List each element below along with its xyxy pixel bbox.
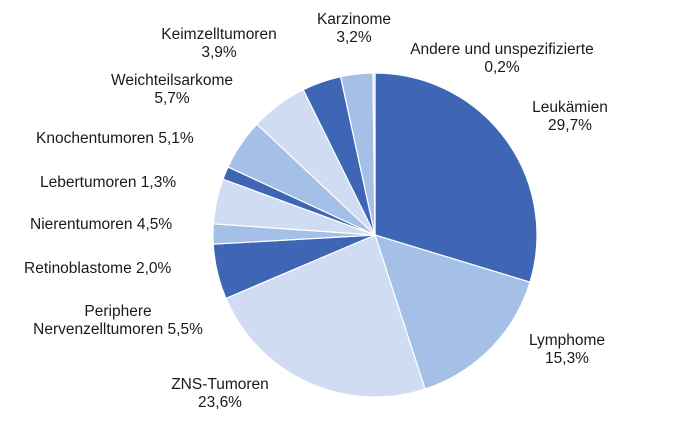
pie-labels: Leukämien 29,7% Lymphome 15,3% ZNS-Tumoren 23… [24,11,608,411]
pie-label: Lymphome 15,3% [529,332,605,367]
pie-label: Keimzelltumoren 3,9% [161,26,276,61]
pie-slice-andere-und-unspezifizierte [372,72,376,236]
pie-slices [212,72,538,398]
pie-label: Nierentumoren 4,5% [30,216,172,233]
pie-label: Lebertumoren 1,3% [40,174,176,191]
pie-slice-leukämien [374,72,538,283]
pie-label: Knochentumoren 5,1% [36,130,194,147]
pie-label: Periphere Nervenzelltumoren 5,5% [33,303,203,338]
pie-slice-lymphome [374,234,531,390]
pie-label: Retinoblastome 2,0% [24,260,172,277]
pie-label: Leukämien 29,7% [532,99,608,134]
pie-label: ZNS-Tumoren 23,6% [171,376,269,411]
pie-slice-zns-tumoren [225,234,426,398]
pie-label: Andere und unspezifizierte 0,2% [410,41,594,76]
pie-label: Karzinome 3,2% [317,11,391,46]
pie-label: Weichteilsarkome 5,7% [111,72,233,107]
